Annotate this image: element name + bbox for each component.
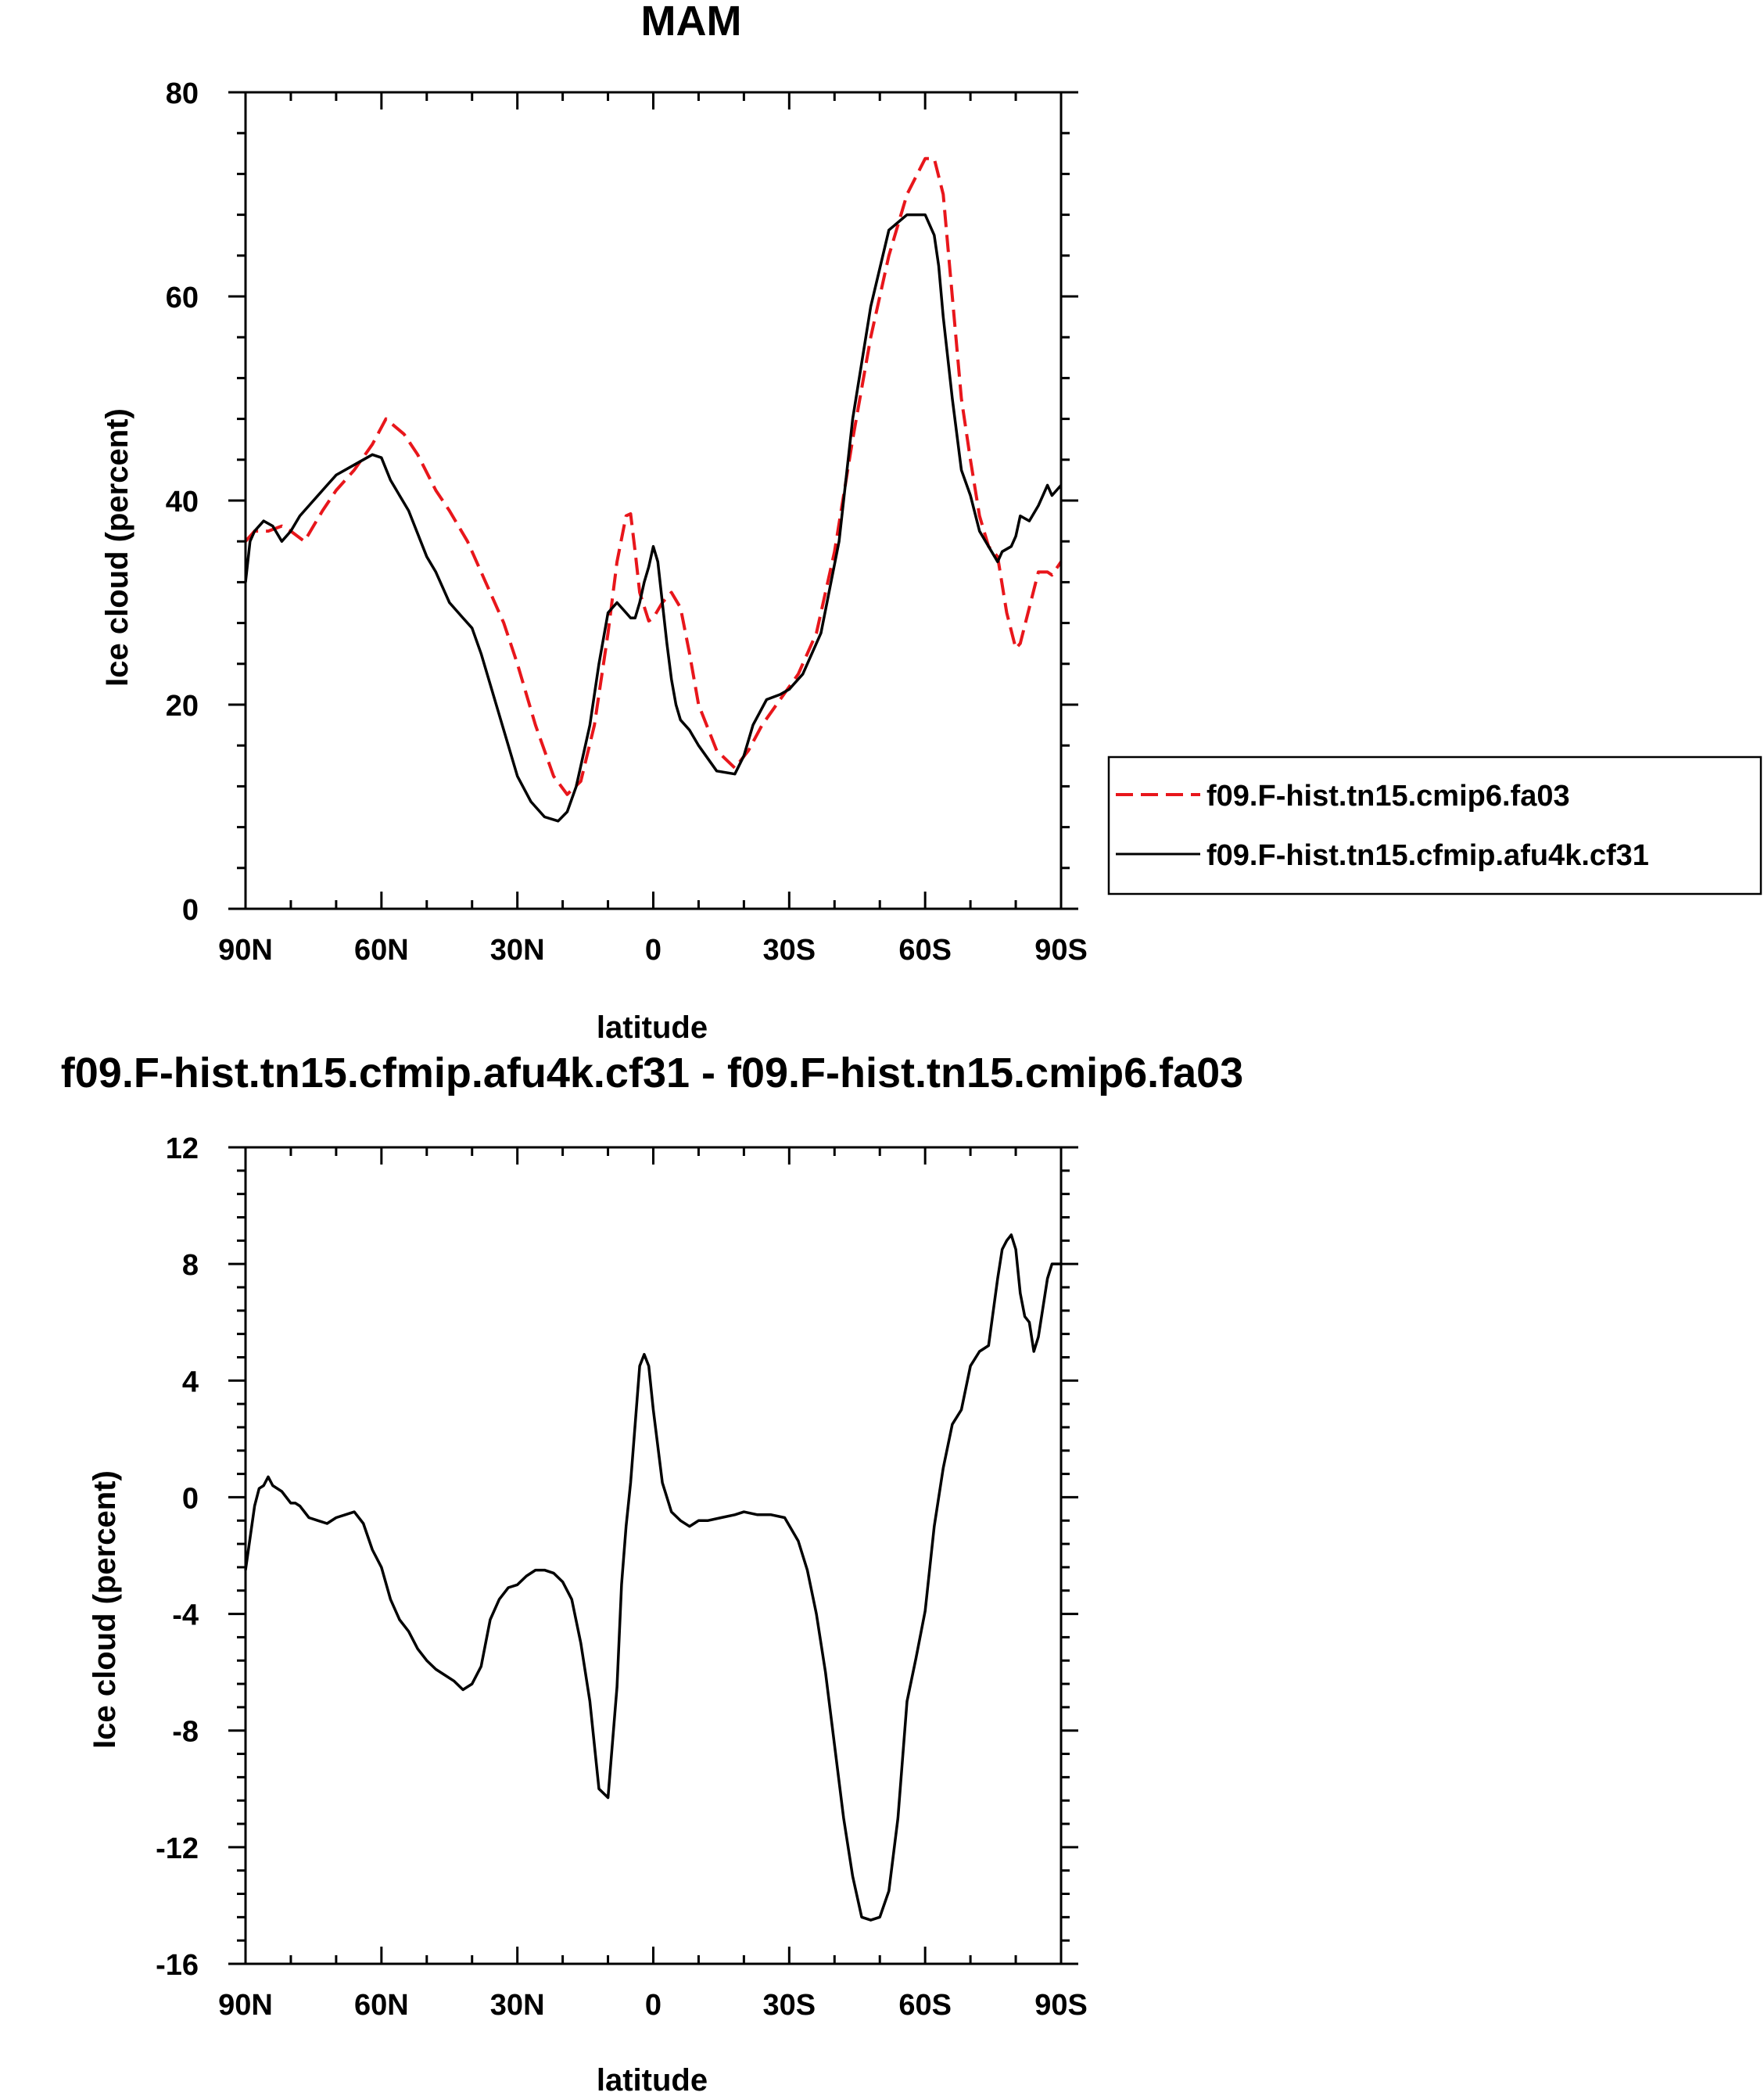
- chart-title: MAM: [641, 0, 742, 45]
- x-tick-label: 90N: [218, 934, 273, 967]
- x-tick-label: 30S: [763, 1989, 816, 2022]
- legend: f09.F-hist.tn15.cmip6.fa03 f09.F-hist.tn…: [1107, 755, 1762, 895]
- y-tick-label: 8: [182, 1249, 199, 1282]
- y-tick-label: -4: [172, 1599, 199, 1632]
- x-axis-label: latitude: [597, 2063, 708, 2096]
- y-tick-label: 80: [166, 77, 199, 110]
- y-axis-label: Ice cloud (percent): [100, 408, 134, 687]
- x-tick-label: 60S: [898, 1989, 952, 2022]
- y-tick-label: 12: [166, 1132, 199, 1165]
- ice-cloud-difference-chart: f09.F-hist.tn15.cfmip.afu4k.cf31 - f09.F…: [61, 1050, 1243, 2096]
- x-axis-label: latitude: [597, 1010, 708, 1045]
- x-tick-label: 30N: [490, 1989, 545, 2022]
- y-tick-label: 4: [182, 1366, 199, 1398]
- y-tick-label: 0: [182, 894, 199, 927]
- x-tick-label: 90S: [1034, 934, 1088, 967]
- legend-label-cmip6: f09.F-hist.tn15.cmip6.fa03: [1206, 780, 1570, 813]
- tick-labels: 90N 60N 30N 0 30S 60S 90S -16 -12 -8 -4 0 4 8 12: [156, 1132, 1088, 2022]
- y-tick-label: 20: [166, 690, 199, 723]
- y-axis-label: Ice cloud (percent): [88, 1470, 122, 1749]
- series-line: [244, 213, 1063, 823]
- chart-title: f09.F-hist.tn15.cfmip.afu4k.cf31 - f09.F…: [61, 1050, 1243, 1096]
- series-line: [244, 1233, 1061, 1922]
- x-tick-label: 0: [645, 934, 662, 967]
- x-tick-label: 90S: [1034, 1989, 1088, 2022]
- y-tick-label: -12: [156, 1832, 199, 1865]
- tick-labels: 90N 60N 30N 0 30S 60S 90S 0 20 40 60 80: [166, 77, 1088, 967]
- series-line: [244, 156, 1063, 796]
- series-lines: [244, 156, 1063, 823]
- x-tick-label: 90N: [218, 1989, 273, 2022]
- axis-ticks: [228, 91, 1078, 910]
- ice-cloud-mam-chart: MAM Ice cloud (percent) latitude 90N 60N 3…: [100, 0, 1088, 1045]
- x-tick-label: 30S: [763, 934, 816, 967]
- x-tick-label: 60N: [354, 934, 409, 967]
- plot-frame: [244, 1146, 1063, 1965]
- plot-frame: [244, 91, 1063, 910]
- y-tick-label: 0: [182, 1482, 199, 1515]
- legend-box: [1107, 755, 1762, 895]
- x-tick-label: 30N: [490, 934, 545, 967]
- x-tick-label: 60S: [898, 934, 952, 967]
- legend-label-cfmip: f09.F-hist.tn15.cfmip.afu4k.cf31: [1206, 839, 1649, 872]
- x-tick-label: 0: [645, 1989, 662, 2022]
- x-tick-label: 60N: [354, 1989, 409, 2022]
- y-tick-label: -8: [172, 1716, 199, 1749]
- y-tick-label: 60: [166, 282, 199, 314]
- y-tick-label: -16: [156, 1949, 199, 1982]
- series-lines: [244, 1233, 1061, 1922]
- axis-ticks: [228, 1146, 1078, 1965]
- y-tick-label: 40: [166, 486, 199, 519]
